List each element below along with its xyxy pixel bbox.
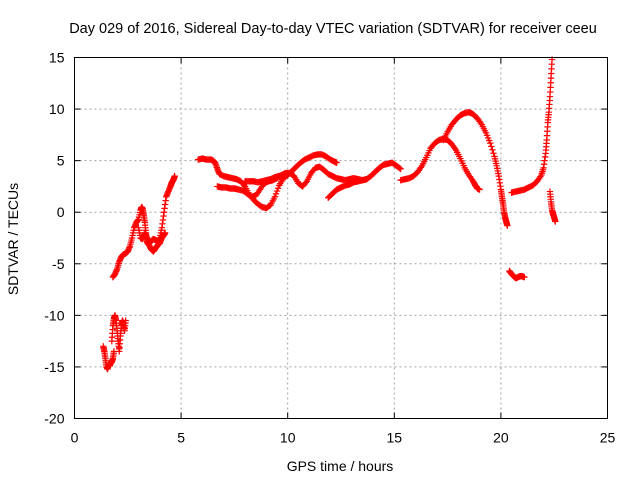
data-point xyxy=(397,165,404,173)
y-tick-labels: -20 -15 -10 -5 0 5 10 15 xyxy=(44,50,64,427)
series-seg1b xyxy=(108,312,129,355)
x-tick-label: 20 xyxy=(493,430,509,446)
series-seg5 xyxy=(214,159,404,200)
data-point xyxy=(240,181,248,189)
data-point xyxy=(504,222,511,229)
x-tick-labels: 0 5 10 15 20 25 xyxy=(71,430,616,446)
series-seg9 xyxy=(440,108,511,229)
y-tick-label: -10 xyxy=(44,307,64,323)
data-point xyxy=(171,172,178,180)
data-point xyxy=(363,176,370,183)
y-tick-label: 15 xyxy=(49,50,65,66)
data-point xyxy=(274,185,282,192)
data-point xyxy=(489,146,496,154)
grid xyxy=(74,57,608,419)
series-seg4 xyxy=(194,151,340,212)
x-tick-label: 5 xyxy=(177,430,185,446)
x-tick-label: 0 xyxy=(71,430,79,446)
x-axis-label: GPS time / hours xyxy=(287,458,394,474)
data-point xyxy=(271,193,279,200)
data-point xyxy=(333,159,340,166)
data-point xyxy=(521,273,528,281)
data-point xyxy=(302,179,310,186)
data-point xyxy=(396,164,403,172)
series-seg8 xyxy=(397,135,483,193)
y-tick-label: 10 xyxy=(49,101,65,117)
y-tick-label: -20 xyxy=(44,411,64,427)
data-point xyxy=(273,187,281,195)
y-axis-label: SDTVAR / TECUs xyxy=(5,183,21,295)
data-point xyxy=(488,143,495,150)
data-point xyxy=(272,190,280,198)
data-point xyxy=(552,218,559,225)
data-point xyxy=(284,171,291,179)
x-tick-label: 10 xyxy=(280,430,296,446)
series-seg7 xyxy=(325,176,370,201)
x-tick-label: 15 xyxy=(387,430,403,446)
data-point xyxy=(490,149,497,157)
y-tick-label: 5 xyxy=(57,153,65,169)
data-points xyxy=(100,56,559,373)
series-seg11 xyxy=(508,56,556,196)
y-tick-label: -5 xyxy=(52,256,65,272)
x-tick-label: 25 xyxy=(600,430,616,446)
series-seg6 xyxy=(241,171,291,186)
data-point xyxy=(487,139,494,147)
y-tick-label: -15 xyxy=(44,359,64,375)
plot-frame xyxy=(74,57,608,419)
data-point xyxy=(161,229,169,237)
data-point xyxy=(122,317,129,324)
series-seg12 xyxy=(546,188,559,225)
series-seg1a xyxy=(100,343,118,373)
data-point xyxy=(476,186,483,193)
y-tick-label: 0 xyxy=(57,204,65,220)
series-seg3 xyxy=(135,224,169,255)
chart-title: Day 029 of 2016, Sidereal Day-to-day VTE… xyxy=(69,21,597,37)
series-seg10 xyxy=(506,267,528,282)
